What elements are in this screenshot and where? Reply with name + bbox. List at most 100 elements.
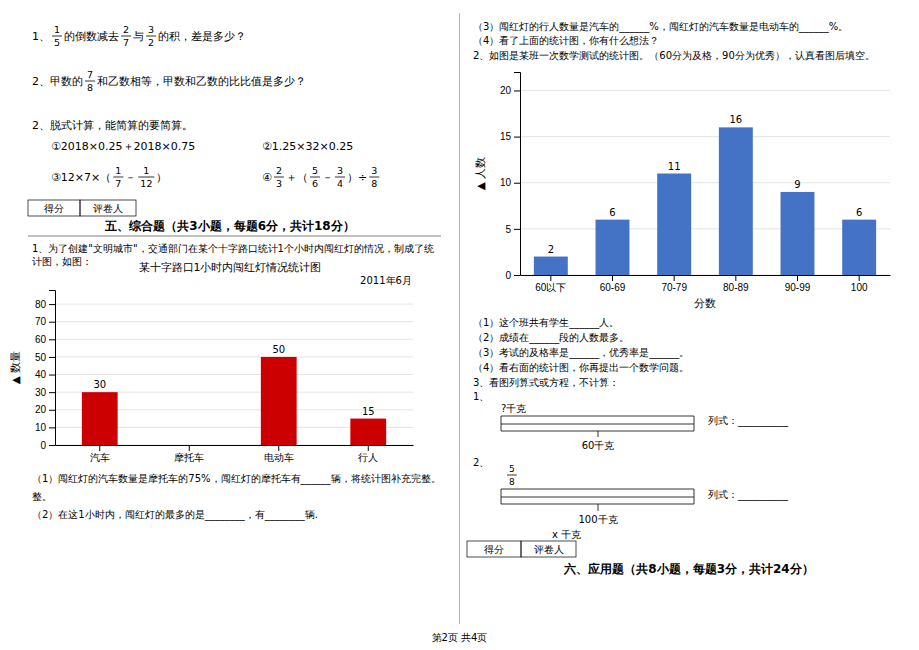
x-tick-label: 电动车 [264, 452, 294, 463]
y-tick-mark [514, 90, 520, 91]
y-axis-line [49, 291, 56, 446]
fraction-denominator: 8 [371, 178, 377, 189]
grid-line [55, 339, 413, 340]
x-tick: 60-69 [600, 275, 626, 293]
fraction-numerator: 3 [148, 24, 154, 35]
y-tick: 30 [35, 387, 55, 398]
score-box [28, 200, 80, 216]
y-tick: 20 [35, 404, 55, 415]
x-tick-label: 汽车 [90, 452, 110, 463]
x-tick-mark [99, 445, 100, 451]
x-axis-title: 分数 [694, 297, 716, 309]
x-tick: 100 [851, 275, 868, 293]
grid-line [520, 275, 890, 276]
annotation: 的倒数减去 [64, 30, 119, 43]
y-tick-mark [514, 183, 520, 184]
bars [534, 127, 876, 275]
bar-chart: 60以下60-6970-7980-8990-9910005101520 [500, 73, 891, 294]
y-tick: 50 [35, 352, 55, 363]
fraction-denominator: 2 [148, 37, 154, 48]
annotation: （4）看了上面的统计图，你有什么想法？ [473, 35, 659, 46]
grid-line [55, 374, 413, 375]
fraction-bar [52, 36, 62, 37]
y-axis-line [514, 73, 521, 276]
y-tick-mark [514, 137, 520, 138]
annotation: 列式：__________ [708, 489, 789, 501]
annotation: 1、 [32, 30, 50, 43]
annotation: （2）在这1小时内，闯红灯的最多的是________，有________辆. [32, 509, 318, 521]
grid-line [520, 182, 890, 183]
brace-line [501, 504, 694, 505]
y-tick: 10 [35, 422, 55, 433]
grid-line [520, 90, 890, 91]
grid-line [520, 136, 890, 137]
y-tick-label: 40 [35, 369, 47, 380]
x-tick-mark [368, 445, 369, 451]
annotation: 的积，差是多少？ [158, 30, 246, 43]
y-tick: 80 [35, 299, 55, 310]
brace-line [598, 431, 599, 437]
grid [55, 304, 413, 445]
data-label: 6 [856, 207, 862, 218]
y-tick-mark [49, 445, 55, 446]
y-tick-label: 10 [35, 422, 47, 433]
x-tick-mark [797, 275, 798, 281]
x-tick-mark [612, 275, 613, 281]
fraction-bar [146, 36, 156, 37]
fraction-denominator: 6 [312, 178, 318, 189]
y-tick-mark [49, 392, 55, 393]
y-tick: 10 [500, 177, 520, 188]
bars [82, 357, 386, 445]
annotation: ③12×7×（ [51, 171, 111, 184]
brace-line [694, 424, 695, 431]
diagram-line [501, 416, 502, 424]
fraction-denominator: 7 [115, 178, 121, 189]
x-tick-label: 行人 [358, 452, 378, 463]
fraction-numerator: 3 [371, 165, 377, 176]
chart-subtitle: 2011年6月 [360, 275, 412, 286]
data-label: 2 [548, 244, 554, 255]
x-axis-line [56, 445, 414, 446]
x-tick-mark [189, 445, 190, 451]
fraction-bar [507, 475, 517, 476]
fraction-numerator: 1 [115, 165, 121, 176]
annotation: 得分 [44, 203, 64, 214]
annotation: ?千克 [501, 403, 526, 414]
fraction-numerator: 2 [123, 24, 129, 35]
annotation: ②1.25×32×0.25 [262, 140, 353, 153]
fraction-denominator: 3 [276, 178, 282, 189]
section-rule [28, 236, 441, 237]
fraction-bar [310, 177, 320, 178]
diagram-line [501, 497, 694, 498]
data-label: 6 [609, 207, 615, 218]
fraction-numerator: 5 [312, 165, 318, 176]
annotation: ）÷ [347, 171, 367, 184]
data-labels: 305015 [93, 344, 374, 417]
data-label: 50 [272, 344, 285, 355]
grid-line [55, 321, 413, 322]
x-tick-mark [859, 275, 860, 281]
diagram-line [501, 424, 694, 425]
x-tick-label: 摩托车 [174, 452, 204, 463]
x-tick-label: 60-69 [600, 282, 626, 293]
y-tick: 70 [35, 316, 55, 327]
annotation: 整。 [32, 491, 52, 502]
y-tick-mark [49, 339, 55, 340]
data-label: 9 [794, 179, 800, 190]
page: 1、15的倒数减去27与32的积，差是多少？2、甲数的78和乙数相等，甲数和乙数… [0, 0, 919, 650]
section-header: 六、应用题（共8小题，每题3分，共计24分） [563, 562, 813, 576]
x-tick-mark [550, 275, 551, 281]
y-tick: 0 [40, 440, 55, 451]
y-axis-title: ▲ 数量 [9, 351, 21, 384]
fraction-bar [113, 177, 123, 178]
x-tick: 80-89 [723, 275, 749, 293]
bar [82, 392, 118, 445]
fraction-numerator: 2 [276, 165, 282, 176]
y-tick-mark [514, 229, 520, 230]
data-labels: 26111696 [548, 114, 863, 254]
page-number: 第2页 共4页 [432, 632, 488, 643]
y-tick: 20 [500, 85, 520, 96]
y-tick: 40 [35, 369, 55, 380]
fraction-bar [335, 177, 345, 178]
x-tick: 70-79 [661, 275, 687, 293]
